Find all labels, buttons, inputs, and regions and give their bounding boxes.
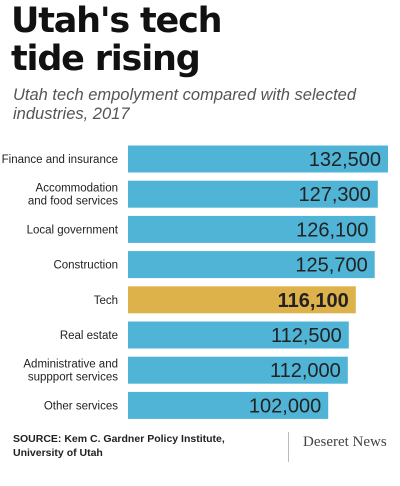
value-label: 102,000 (249, 395, 321, 417)
category-label: Accommodation (36, 183, 118, 195)
bar (128, 145, 388, 173)
chart-subtitle-line-1: Utah tech empolyment compared with selec… (13, 86, 357, 104)
chart-title: Utah's tech tide rising (11, 1, 223, 79)
category-label: suppport services (28, 372, 118, 384)
value-label: 132,500 (309, 149, 381, 171)
category-label: Real estate (60, 330, 118, 342)
source-line-2: University of Utah (13, 447, 103, 459)
source-line-1: SOURCE: Kem C. Gardner Policy Institute, (13, 433, 225, 445)
value-label: 126,100 (296, 219, 368, 241)
bar (128, 391, 329, 419)
category-label: Administrative and (23, 359, 118, 371)
bar (128, 356, 348, 384)
bar (128, 321, 349, 349)
chart-title-line-1: Utah's tech (11, 1, 223, 41)
bar (128, 215, 376, 243)
value-label: 112,000 (270, 360, 341, 382)
category-label: and food services (28, 196, 118, 208)
bar (128, 180, 378, 208)
bar-highlight (128, 286, 356, 314)
chart-subtitle: Utah tech empolyment compared with selec… (13, 86, 393, 124)
value-label: 127,300 (299, 184, 371, 206)
value-label: 116,100 (278, 290, 349, 312)
footer-divider (288, 432, 289, 462)
value-label: 125,700 (295, 255, 367, 277)
bar (128, 251, 375, 279)
chart-subtitle-line-2: industries, 2017 (13, 105, 130, 123)
chart-title-line-2: tide rising (11, 39, 201, 79)
value-label: 112,500 (271, 325, 342, 347)
category-label: Finance and insurance (2, 154, 118, 166)
category-label: Construction (53, 260, 118, 272)
source-note: SOURCE: Kem C. Gardner Policy Institute,… (13, 432, 225, 460)
category-label: Other services (44, 400, 118, 412)
publisher-credit: Deseret News (303, 434, 387, 450)
category-label: Local government (27, 224, 119, 236)
bar-chart: Finance and insurance 132,500 Accommodatio… (2, 145, 388, 419)
category-label: Tech (94, 295, 118, 307)
